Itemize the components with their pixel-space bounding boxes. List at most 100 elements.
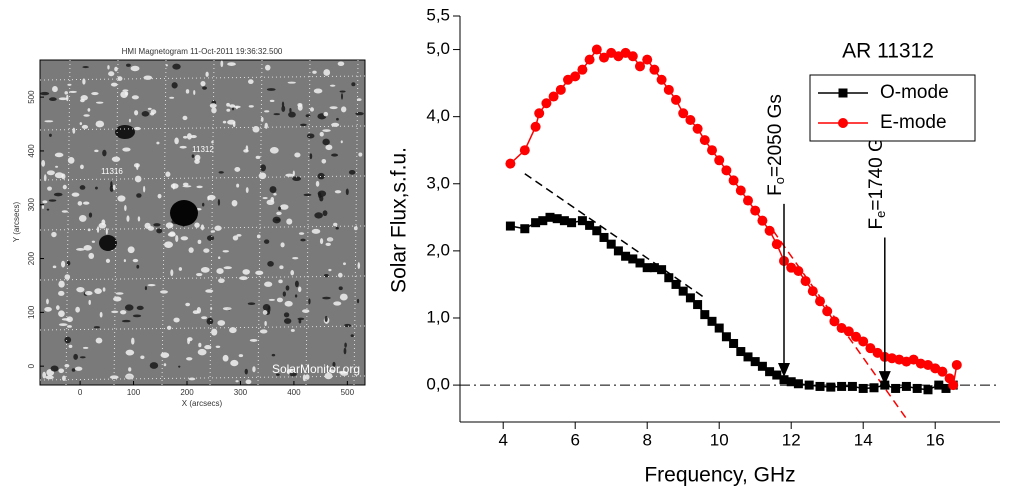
magnetic-feature xyxy=(206,235,215,241)
magnetic-feature xyxy=(196,307,202,314)
marker xyxy=(779,375,789,385)
magnetic-feature xyxy=(339,293,348,301)
marker xyxy=(923,385,933,395)
marker xyxy=(858,383,868,393)
marker xyxy=(663,84,674,95)
magnetic-feature xyxy=(117,195,126,202)
magnetic-feature xyxy=(343,323,352,328)
magnetic-feature xyxy=(54,152,64,158)
magnetic-feature xyxy=(71,368,76,372)
magnetic-feature xyxy=(329,84,336,87)
magnetic-feature xyxy=(188,247,194,253)
magnetic-feature xyxy=(113,296,122,302)
magnetic-feature xyxy=(164,241,173,249)
sunspot xyxy=(99,235,117,251)
magnetic-feature xyxy=(245,187,249,193)
marker xyxy=(621,251,631,261)
magnetic-feature xyxy=(109,185,114,192)
marker xyxy=(635,61,645,72)
magnetic-feature xyxy=(193,90,196,95)
magnetic-feature xyxy=(328,369,335,373)
magnetic-feature xyxy=(136,264,140,269)
marker xyxy=(570,71,581,82)
magnetic-feature xyxy=(312,70,317,74)
marker xyxy=(750,357,760,367)
legend-marker xyxy=(838,118,848,128)
magnetic-feature xyxy=(310,107,314,112)
magnetic-feature xyxy=(78,215,87,222)
magnetic-feature xyxy=(282,291,286,297)
magnetic-feature xyxy=(50,365,59,372)
magnetic-feature xyxy=(49,97,57,101)
marker xyxy=(678,108,689,119)
magnetic-feature xyxy=(290,329,295,332)
legend-label: E-mode xyxy=(880,112,947,133)
magnetic-feature xyxy=(80,164,84,170)
magnetic-feature xyxy=(169,231,176,237)
magnetic-feature xyxy=(126,215,130,222)
magnetic-feature xyxy=(71,192,80,197)
marker xyxy=(505,158,516,169)
marker xyxy=(656,74,667,85)
magnetic-feature xyxy=(128,118,132,123)
magnetic-feature xyxy=(285,285,290,291)
marker xyxy=(735,185,746,196)
magnetic-feature xyxy=(248,105,254,108)
magnetic-feature xyxy=(197,348,207,356)
marker xyxy=(657,265,667,275)
magnetic-feature xyxy=(211,328,218,336)
magnetic-feature xyxy=(344,342,347,348)
magnetic-feature xyxy=(341,106,347,113)
y-tick-label: 3,0 xyxy=(426,173,450,192)
marker xyxy=(793,266,804,277)
magnetic-feature xyxy=(325,144,333,151)
magnetic-feature xyxy=(81,124,89,129)
y-tick-label: 5,0 xyxy=(426,39,450,58)
marker xyxy=(552,214,562,224)
magnetic-feature xyxy=(55,305,60,310)
marker xyxy=(721,165,732,176)
magnetic-feature xyxy=(319,131,324,137)
magnetic-feature xyxy=(300,123,307,127)
magnetic-feature xyxy=(303,193,312,197)
marker xyxy=(585,220,595,230)
marker xyxy=(599,232,609,242)
magnetic-feature xyxy=(273,113,281,116)
magnetic-feature xyxy=(79,185,86,190)
magnetic-feature xyxy=(121,319,131,323)
marker xyxy=(577,64,588,75)
magnetic-feature xyxy=(204,344,212,350)
marker xyxy=(934,380,944,390)
x-tick-label: 10 xyxy=(710,430,729,449)
y-tick-label: 100 xyxy=(27,305,36,319)
marker xyxy=(548,91,559,102)
x-axis-label: Frequency, GHz xyxy=(644,464,795,487)
magnetic-feature xyxy=(91,240,96,243)
y-tick-label: 0,0 xyxy=(426,375,450,394)
marker xyxy=(555,84,566,95)
marker xyxy=(901,381,911,391)
magnetic-feature xyxy=(58,368,65,374)
magnetic-feature xyxy=(125,91,129,96)
magnetic-feature xyxy=(94,149,99,153)
magnetic-feature xyxy=(73,353,78,360)
magnetic-feature xyxy=(222,120,227,124)
magnetic-feature xyxy=(147,226,155,231)
magnetic-feature xyxy=(194,154,201,161)
marker xyxy=(736,347,746,357)
magnetic-feature xyxy=(333,301,342,306)
marker xyxy=(721,332,731,342)
magnetic-feature xyxy=(329,106,338,110)
magnetic-feature xyxy=(117,76,123,81)
magnetic-feature xyxy=(231,107,235,111)
magnetic-feature xyxy=(66,94,69,102)
magnetic-feature xyxy=(126,63,131,67)
magnetic-feature xyxy=(160,290,168,294)
magnetic-feature xyxy=(319,238,324,245)
magnetic-feature xyxy=(169,96,175,99)
marker xyxy=(743,352,753,362)
magnetic-feature xyxy=(283,318,292,324)
marker xyxy=(627,51,638,62)
magnetic-feature xyxy=(264,64,271,71)
marker xyxy=(847,381,857,391)
